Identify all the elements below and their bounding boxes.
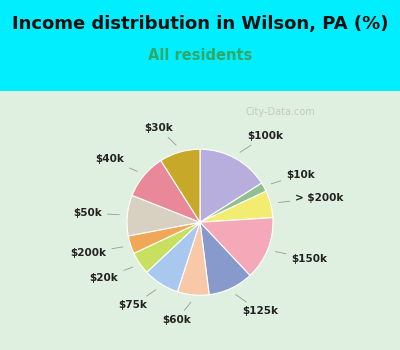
Text: City-Data.com: City-Data.com	[245, 107, 315, 117]
Wedge shape	[200, 218, 273, 275]
Wedge shape	[132, 161, 200, 222]
Text: $125k: $125k	[236, 294, 278, 316]
Text: $30k: $30k	[144, 122, 176, 145]
Text: All residents: All residents	[148, 49, 252, 63]
Wedge shape	[200, 183, 266, 222]
Wedge shape	[200, 149, 262, 222]
Wedge shape	[128, 222, 200, 253]
Wedge shape	[134, 222, 200, 272]
Wedge shape	[200, 191, 273, 222]
Wedge shape	[147, 222, 200, 292]
Text: $100k: $100k	[240, 131, 284, 152]
Text: $50k: $50k	[73, 208, 120, 218]
Wedge shape	[200, 222, 250, 295]
Text: $60k: $60k	[162, 302, 191, 326]
Text: $150k: $150k	[275, 252, 328, 264]
Wedge shape	[127, 195, 200, 236]
Text: $40k: $40k	[95, 154, 137, 172]
Text: $10k: $10k	[271, 170, 315, 184]
Text: Income distribution in Wilson, PA (%): Income distribution in Wilson, PA (%)	[12, 15, 388, 34]
Wedge shape	[178, 222, 209, 295]
Text: > $200k: > $200k	[278, 193, 344, 203]
Wedge shape	[161, 149, 200, 222]
Text: $20k: $20k	[90, 267, 133, 283]
Text: $75k: $75k	[118, 290, 156, 310]
Text: $200k: $200k	[70, 247, 123, 258]
